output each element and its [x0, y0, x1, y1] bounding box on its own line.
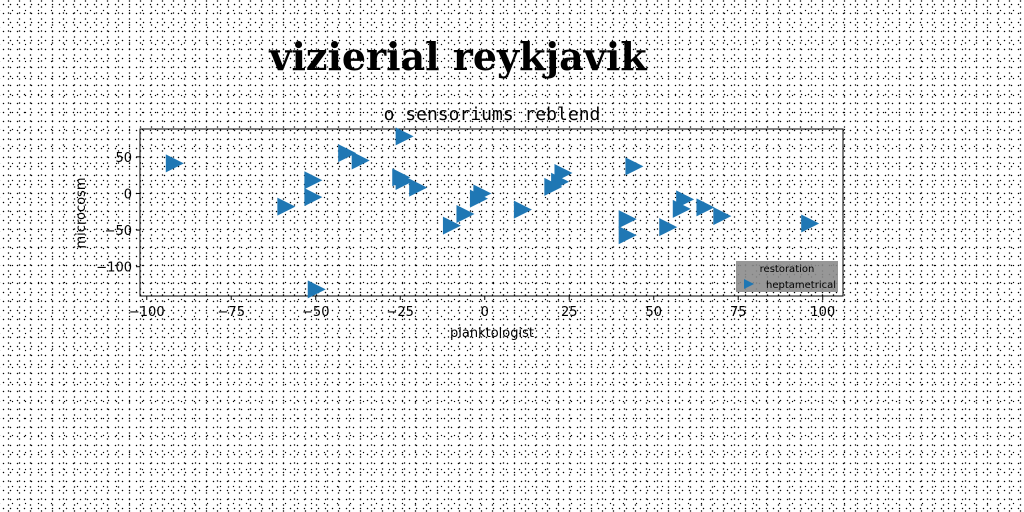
- y-axis-title: microcosm: [74, 178, 89, 249]
- x-tick-label: −100: [129, 305, 165, 320]
- figure-title: vizierial reykjavik: [269, 34, 647, 79]
- data-point: [338, 144, 357, 163]
- data-point: [395, 172, 414, 191]
- data-point: [618, 210, 637, 229]
- data-point: [513, 200, 532, 219]
- y-tick-label: 0: [124, 187, 132, 202]
- data-point: [351, 151, 370, 170]
- data-point: [304, 171, 323, 190]
- x-tick-label: 25: [561, 305, 578, 320]
- data-point: [307, 280, 326, 299]
- chart-title: o sensoriums reblend: [384, 104, 601, 125]
- legend-marker-icon: [744, 279, 754, 289]
- legend-title: restoration: [760, 264, 815, 275]
- data-point: [456, 204, 475, 223]
- y-tick-label: −100: [96, 261, 132, 276]
- x-tick-label: 100: [810, 305, 835, 320]
- x-tick-label: −25: [387, 305, 414, 320]
- data-point: [409, 178, 428, 197]
- x-axis: −100 −75 −50 −25 0 25 50 75 100: [129, 296, 835, 320]
- data-point: [625, 157, 644, 176]
- x-tick-label: −75: [218, 305, 245, 320]
- y-axis: 50 0 −50 −100: [96, 151, 140, 276]
- data-point: [395, 127, 414, 146]
- legend: restoration heptametrical: [736, 261, 838, 292]
- legend-box: [736, 261, 838, 292]
- y-tick-label: 50: [115, 151, 132, 166]
- data-point: [473, 184, 492, 203]
- data-point: [618, 226, 637, 245]
- x-tick-label: −50: [302, 305, 329, 320]
- x-tick-label: 75: [730, 305, 747, 320]
- x-tick-label: 50: [645, 305, 662, 320]
- x-tick-label: 0: [481, 305, 489, 320]
- data-point: [554, 163, 573, 182]
- data-point: [713, 207, 732, 226]
- plot-frame: [139, 128, 844, 297]
- data-point: [277, 197, 296, 216]
- data-point: [676, 190, 695, 209]
- x-axis-title: planktologist: [450, 326, 534, 341]
- data-point: [442, 216, 461, 235]
- y-tick-label: −50: [105, 224, 132, 239]
- data-point: [165, 154, 184, 173]
- data-point: [801, 214, 820, 233]
- data-point: [659, 218, 678, 237]
- scatter-points: [165, 127, 820, 299]
- data-point: [304, 188, 323, 207]
- data-point: [696, 198, 715, 217]
- legend-label: heptametrical: [766, 280, 836, 291]
